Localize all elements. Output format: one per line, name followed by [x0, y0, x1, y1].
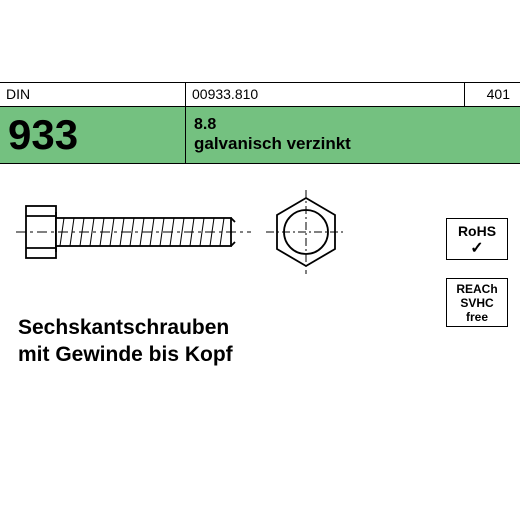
- header-row: DIN 00933.810 401: [0, 82, 520, 106]
- grade-finish: 8.8 galvanisch verzinkt: [186, 107, 520, 163]
- rohs-badge: RoHS ✓: [446, 218, 508, 260]
- header-right: 401: [465, 83, 520, 106]
- green-band: 933 8.8 galvanisch verzinkt: [0, 106, 520, 164]
- content-area: Sechskantschrauben mit Gewinde bis Kopf …: [0, 164, 520, 438]
- description-block: Sechskantschrauben mit Gewinde bis Kopf: [18, 314, 233, 369]
- finish: galvanisch verzinkt: [194, 134, 512, 154]
- reach-line2: SVHC: [453, 297, 501, 311]
- reach-line3: free: [453, 311, 501, 325]
- header-din: DIN: [0, 83, 186, 106]
- check-icon: ✓: [453, 241, 501, 257]
- grade: 8.8: [194, 116, 512, 134]
- rohs-label: RoHS: [453, 223, 501, 239]
- reach-badge: REACh SVHC free: [446, 278, 508, 327]
- standard-number: 933: [0, 107, 186, 163]
- reach-line1: REACh: [453, 283, 501, 297]
- description-line1: Sechskantschrauben: [18, 314, 233, 341]
- product-label-card: DIN 00933.810 401 933 8.8 galvanisch ver…: [0, 82, 520, 438]
- bolt-diagram-icon: [16, 176, 356, 296]
- header-code: 00933.810: [186, 83, 465, 106]
- description-line2: mit Gewinde bis Kopf: [18, 341, 233, 368]
